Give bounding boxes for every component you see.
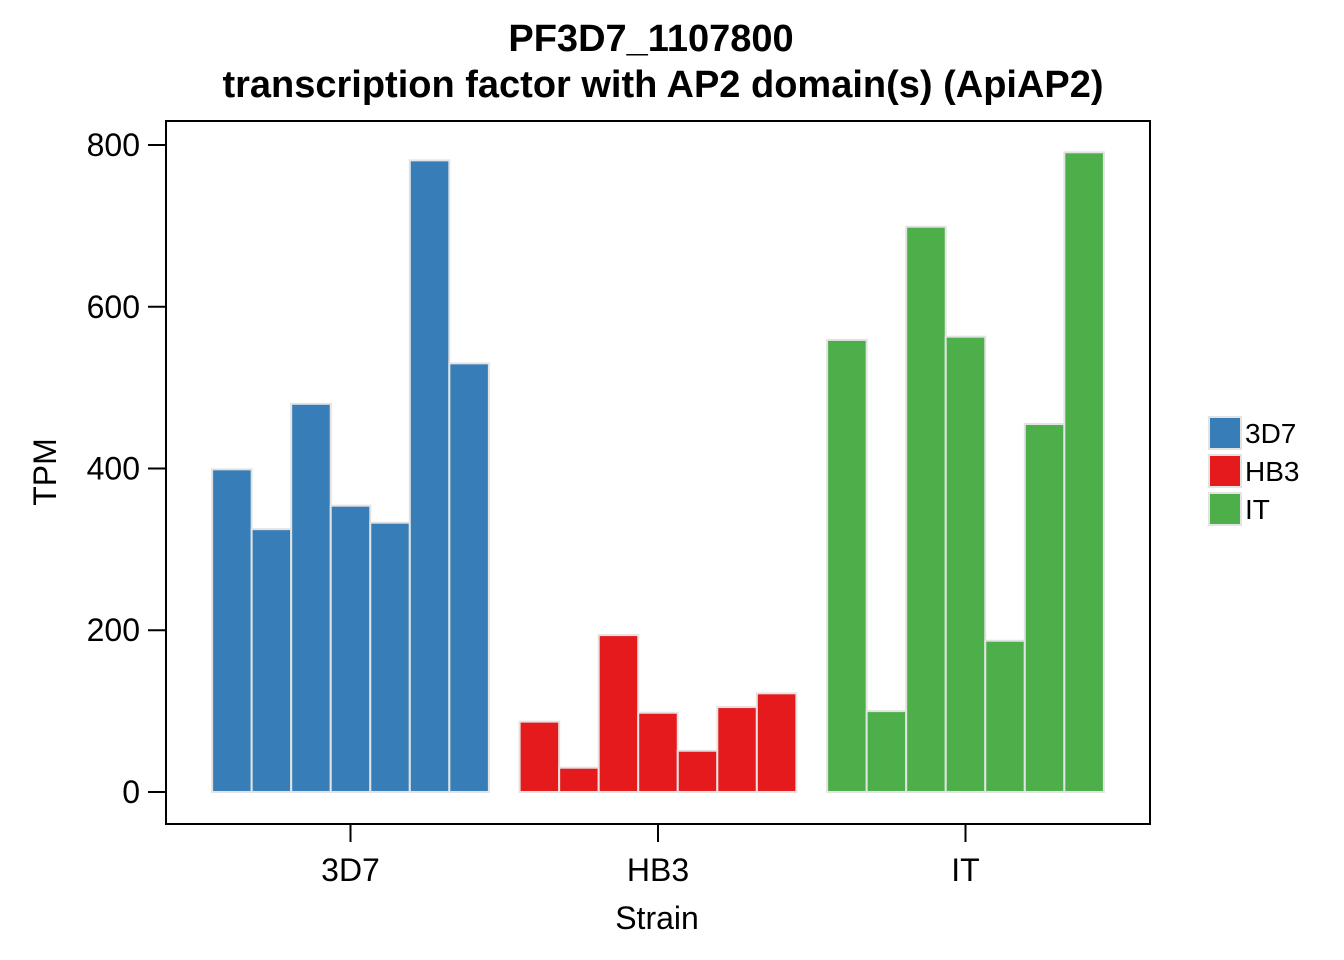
- y-tick-label: 800: [87, 127, 140, 163]
- y-tick-label: 0: [122, 774, 140, 810]
- bar: [558, 766, 600, 793]
- chart-title: PF3D7_1107800: [508, 18, 793, 60]
- legend-label: 3D7: [1245, 418, 1296, 449]
- bar: [637, 711, 679, 793]
- legend-label: IT: [1245, 494, 1270, 525]
- y-tick-label: 600: [87, 289, 140, 325]
- bar: [1023, 423, 1066, 793]
- bar: [1063, 151, 1105, 793]
- bar: [865, 710, 908, 793]
- bar: [329, 504, 372, 793]
- bar: [448, 362, 490, 793]
- legend-key: [1208, 454, 1242, 488]
- bar: [250, 528, 293, 793]
- y-axis-title: TPM: [27, 438, 63, 506]
- bar: [755, 692, 798, 793]
- bar: [716, 706, 758, 793]
- x-tick-label: 3D7: [321, 852, 380, 888]
- legend-key: [1208, 416, 1242, 450]
- bar: [369, 521, 411, 793]
- bar: [518, 720, 561, 793]
- bar: [905, 225, 947, 793]
- chart-subtitle: transcription factor with AP2 domain(s) …: [222, 64, 1103, 106]
- legend-label: HB3: [1245, 456, 1299, 487]
- bar: [290, 402, 332, 793]
- bar: [408, 159, 451, 793]
- x-axis-title: Strain: [615, 900, 699, 936]
- y-tick-label: 200: [87, 612, 140, 648]
- legend-key: [1208, 492, 1242, 526]
- x-tick-label: IT: [951, 852, 979, 888]
- bar: [676, 749, 719, 793]
- bar: [826, 338, 868, 793]
- bar: [597, 634, 640, 793]
- y-tick-label: 400: [87, 450, 140, 486]
- x-tick-label: HB3: [627, 852, 689, 888]
- bar: [984, 639, 1026, 793]
- bar: [211, 468, 253, 793]
- bar: [944, 335, 987, 793]
